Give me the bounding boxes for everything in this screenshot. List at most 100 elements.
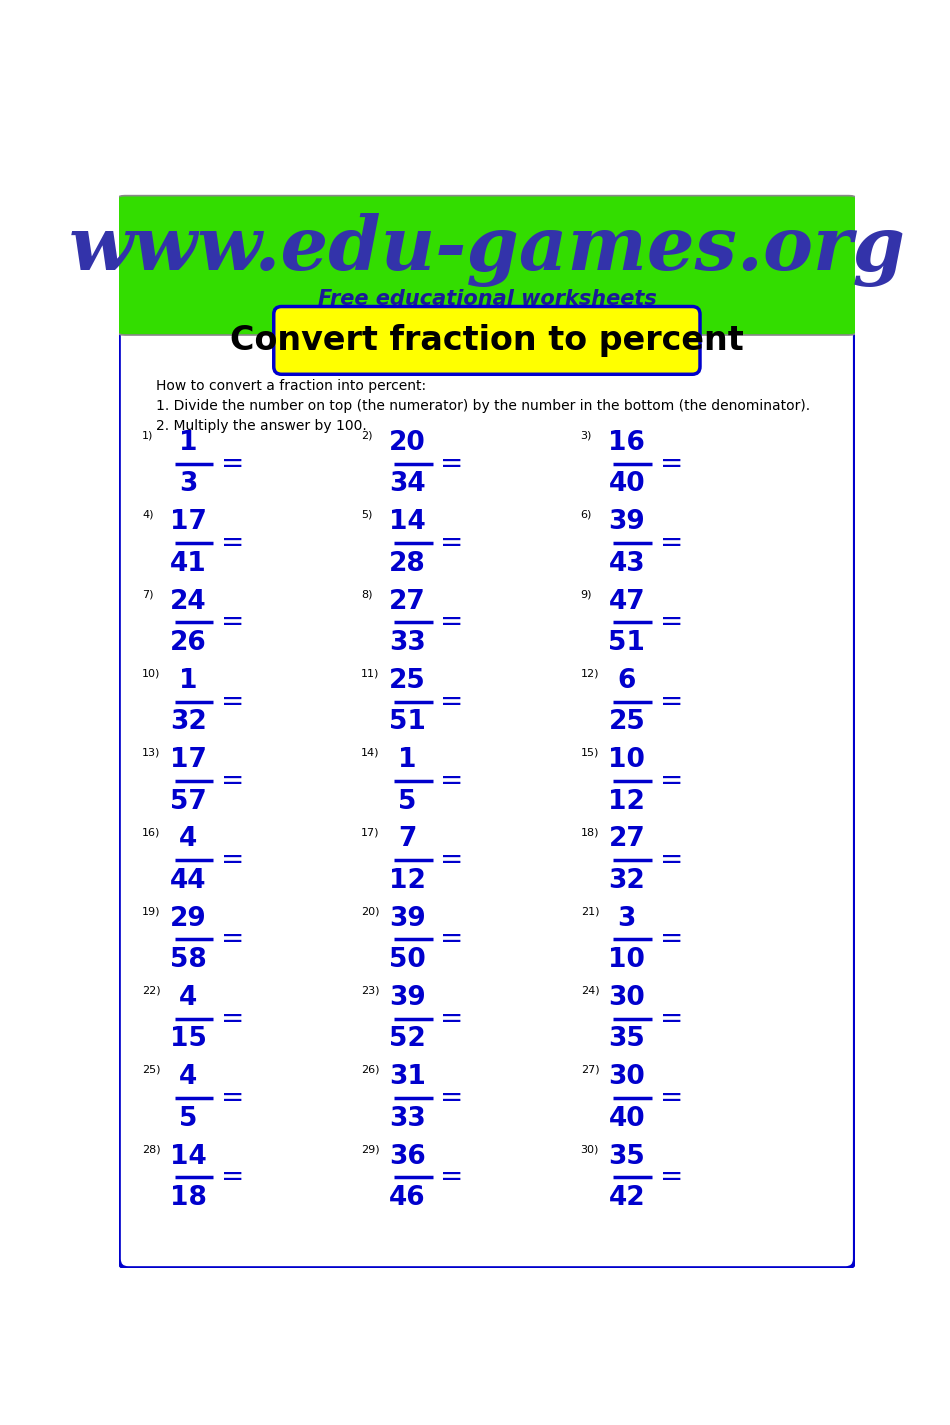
FancyBboxPatch shape (274, 306, 700, 375)
Text: 33: 33 (390, 630, 426, 656)
Text: 32: 32 (170, 710, 206, 735)
Text: =: = (441, 925, 464, 953)
Text: 16): 16) (142, 826, 161, 836)
Text: 51: 51 (389, 710, 426, 735)
Text: 57: 57 (170, 788, 206, 815)
Text: =: = (441, 450, 464, 477)
Text: =: = (221, 1163, 244, 1191)
Text: 5): 5) (361, 510, 372, 520)
Text: 1. Divide the number on top (the numerator) by the number in the bottom (the den: 1. Divide the number on top (the numerat… (156, 399, 810, 413)
Text: 34: 34 (390, 472, 426, 497)
Text: =: = (441, 1163, 464, 1191)
Text: 33: 33 (390, 1106, 426, 1131)
Text: 7: 7 (398, 826, 417, 852)
Text: 18): 18) (580, 826, 599, 836)
Text: 31: 31 (389, 1064, 426, 1090)
Text: 14: 14 (390, 509, 426, 536)
Text: 28: 28 (390, 550, 426, 577)
Text: 4: 4 (179, 826, 198, 852)
Text: =: = (221, 925, 244, 953)
Text: 47: 47 (608, 589, 645, 614)
FancyBboxPatch shape (119, 319, 855, 1268)
Text: 25): 25) (142, 1064, 161, 1074)
Text: 10: 10 (608, 747, 645, 774)
Text: =: = (441, 529, 464, 557)
Text: 3): 3) (580, 430, 592, 440)
Text: 15: 15 (170, 1026, 206, 1053)
Text: =: = (441, 846, 464, 874)
Text: 58: 58 (170, 948, 206, 973)
Text: 32: 32 (608, 868, 645, 893)
Text: 17: 17 (170, 509, 206, 536)
Text: 29): 29) (361, 1144, 380, 1154)
Text: 6: 6 (618, 668, 636, 694)
Text: 29: 29 (170, 906, 206, 932)
Text: 12): 12) (580, 668, 599, 678)
Text: =: = (659, 529, 683, 557)
Text: 14): 14) (361, 748, 380, 758)
Text: 30): 30) (580, 1144, 599, 1154)
Text: 10: 10 (608, 948, 645, 973)
Text: 39: 39 (608, 509, 645, 536)
Text: 17: 17 (170, 747, 206, 774)
Text: =: = (659, 1005, 683, 1033)
Text: 9): 9) (580, 589, 592, 598)
Text: 17): 17) (361, 826, 380, 836)
Text: =: = (221, 767, 244, 795)
FancyBboxPatch shape (111, 195, 863, 335)
Text: 5: 5 (398, 788, 417, 815)
Text: 35: 35 (608, 1144, 645, 1170)
Text: =: = (659, 687, 683, 715)
Text: 2. Multiply the answer by 100.: 2. Multiply the answer by 100. (156, 419, 367, 433)
Text: =: = (659, 925, 683, 953)
Text: =: = (441, 687, 464, 715)
Text: Convert fraction to percent: Convert fraction to percent (230, 323, 744, 356)
Text: =: = (221, 1005, 244, 1033)
Text: 16: 16 (608, 430, 645, 456)
Text: =: = (221, 450, 244, 477)
Text: 36: 36 (390, 1144, 426, 1170)
Text: 44: 44 (170, 868, 206, 893)
Text: =: = (221, 687, 244, 715)
Text: 27: 27 (390, 589, 426, 614)
Text: 40: 40 (608, 1106, 645, 1131)
Text: www.edu-games.org: www.edu-games.org (68, 212, 905, 286)
Text: 25: 25 (608, 710, 645, 735)
Text: 6): 6) (580, 510, 592, 520)
Text: 7): 7) (142, 589, 154, 598)
Text: 30: 30 (608, 1064, 645, 1090)
Text: 2): 2) (361, 430, 372, 440)
Text: 26: 26 (170, 630, 206, 656)
Text: =: = (659, 608, 683, 636)
Text: 14: 14 (170, 1144, 206, 1170)
Text: 18: 18 (170, 1186, 206, 1211)
Text: 40: 40 (608, 472, 645, 497)
Text: 13): 13) (142, 748, 161, 758)
Text: 4: 4 (179, 985, 198, 1012)
Text: 27: 27 (608, 826, 645, 852)
Text: 30: 30 (608, 985, 645, 1012)
Text: 15): 15) (580, 748, 599, 758)
Text: 51: 51 (608, 630, 645, 656)
Text: 19): 19) (142, 906, 161, 916)
Text: =: = (659, 450, 683, 477)
Text: =: = (659, 1163, 683, 1191)
Text: 20): 20) (361, 906, 380, 916)
Text: 41: 41 (170, 550, 206, 577)
Text: 25: 25 (390, 668, 426, 694)
Text: 52: 52 (390, 1026, 426, 1053)
Text: 43: 43 (608, 550, 645, 577)
Text: =: = (659, 767, 683, 795)
Text: How to convert a fraction into percent:: How to convert a fraction into percent: (156, 379, 426, 393)
Text: 3: 3 (618, 906, 636, 932)
Text: 3: 3 (179, 472, 198, 497)
Text: =: = (441, 1005, 464, 1033)
Text: =: = (659, 846, 683, 874)
Text: =: = (441, 767, 464, 795)
Text: =: = (441, 608, 464, 636)
Text: =: = (221, 529, 244, 557)
Text: 26): 26) (361, 1064, 380, 1074)
Text: 1: 1 (398, 747, 417, 774)
Text: 5: 5 (179, 1106, 198, 1131)
Text: 46: 46 (390, 1186, 426, 1211)
